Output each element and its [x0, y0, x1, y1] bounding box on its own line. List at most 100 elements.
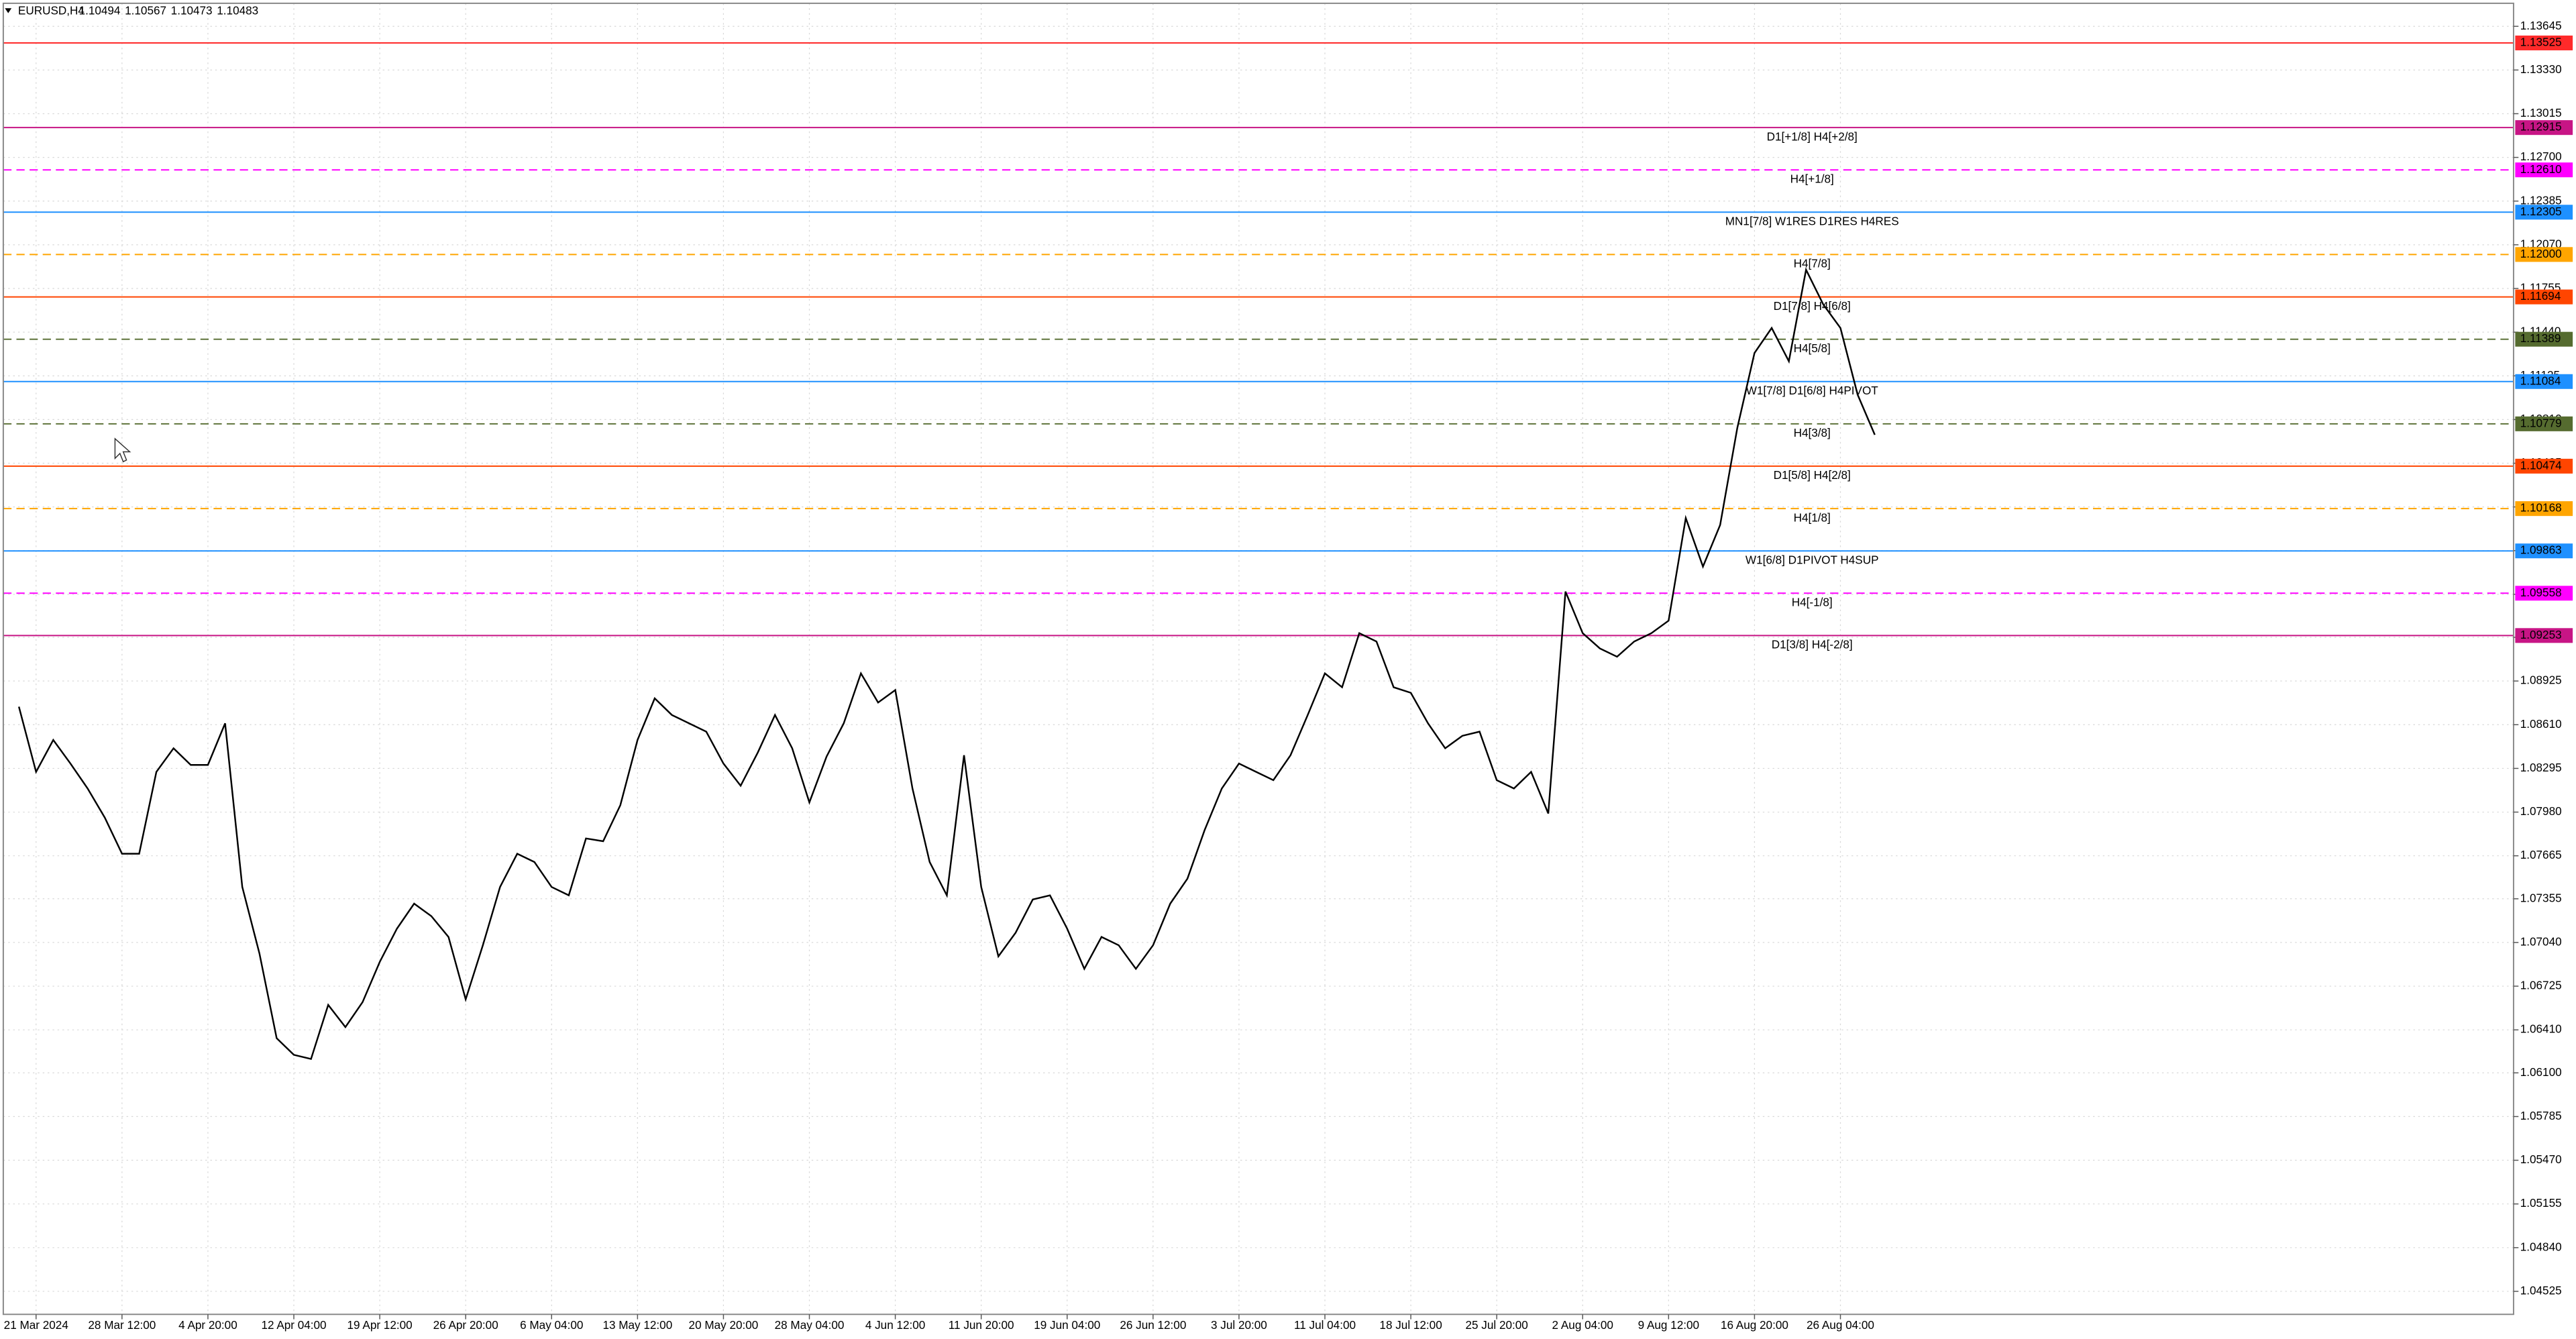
price-box [2515, 416, 2573, 431]
price-box [2515, 374, 2573, 389]
y-tick-label: 1.07980 [2520, 804, 2562, 818]
y-tick-label: 1.08925 [2520, 674, 2562, 687]
x-tick-label: 11 Jun 20:00 [949, 1318, 1014, 1332]
price-box-label: 1.11694 [2520, 289, 2561, 303]
price-box-label: 1.09253 [2520, 628, 2562, 641]
y-tick-label: 1.05470 [2520, 1153, 2562, 1166]
level-label: H4[3/8] [1794, 426, 1831, 439]
price-box-label: 1.13525 [2520, 36, 2562, 49]
x-tick-label: 3 Jul 20:00 [1211, 1318, 1267, 1332]
price-box [2515, 162, 2573, 178]
price-box-label: 1.11084 [2520, 374, 2561, 387]
price-box [2515, 247, 2573, 262]
x-tick-label: 16 Aug 20:00 [1721, 1318, 1788, 1332]
y-tick-label: 1.13330 [2520, 62, 2562, 76]
x-tick-label: 25 Jul 20:00 [1466, 1318, 1528, 1332]
level-label: D1[7/8] H4[6/8] [1774, 299, 1851, 313]
x-tick-label: 2 Aug 04:00 [1552, 1318, 1613, 1332]
level-label: W1[7/8] D1[6/8] H4PIVOT [1746, 384, 1879, 397]
y-tick-label: 1.12385 [2520, 193, 2562, 207]
price-box-label: 1.10168 [2520, 501, 2562, 515]
y-tick-label: 1.08295 [2520, 761, 2562, 774]
price-box-label: 1.12915 [2520, 120, 2562, 133]
x-tick-label: 13 May 12:00 [602, 1318, 672, 1332]
price-box [2515, 501, 2573, 517]
price-box-label: 1.10779 [2520, 416, 2562, 429]
plot-frame [2, 2, 2514, 1316]
x-tick-label: 26 Aug 04:00 [1807, 1318, 1874, 1332]
level-label: H4[5/8] [1794, 341, 1831, 355]
x-tick-label: 21 Mar 2024 [4, 1318, 69, 1332]
y-tick-label: 1.08610 [2520, 717, 2562, 731]
level-label: D1[5/8] H4[2/8] [1774, 468, 1851, 482]
x-tick-label: 4 Apr 20:00 [178, 1318, 237, 1332]
level-label: MN1[7/8] W1RES D1RES H4RES [1725, 215, 1899, 228]
mouse-cursor [114, 437, 131, 463]
ohlc-value: 1.10494 [79, 4, 121, 17]
grid [3, 3, 2514, 1315]
price-box [2515, 120, 2573, 136]
level-label: H4[-1/8] [1792, 596, 1833, 609]
x-tick-label: 26 Apr 20:00 [433, 1318, 498, 1332]
x-tick-label: 11 Jul 04:00 [1294, 1318, 1356, 1332]
y-tick-label: 1.07355 [2520, 891, 2562, 904]
x-tick-label: 28 Mar 12:00 [88, 1318, 156, 1332]
level-label: D1[+1/8] H4[+2/8] [1767, 129, 1858, 143]
y-tick-label: 1.13645 [2520, 19, 2562, 32]
y-tick-label: 1.05155 [2520, 1196, 2562, 1210]
x-tick-label: 26 Jun 12:00 [1120, 1318, 1186, 1332]
x-tick-label: 9 Aug 12:00 [1638, 1318, 1699, 1332]
price-box-label: 1.09863 [2520, 543, 2562, 557]
axes: 1.13645 1.13330 1.13015 1.12700 1.12385 1.120… [4, 19, 2573, 1332]
x-tick-label: 19 Apr 12:00 [347, 1318, 413, 1332]
price-box-label: 1.12610 [2520, 162, 2562, 176]
x-tick-label: 12 Apr 04:00 [261, 1318, 326, 1332]
x-tick-label: 18 Jul 12:00 [1379, 1318, 1442, 1332]
price-box-label: 1.12000 [2520, 247, 2562, 260]
ohlc: 1.10494 1.10567 1.10473 1.10483 [79, 4, 259, 17]
price-box-label: 1.11389 [2520, 331, 2561, 345]
y-tick-label: 1.06725 [2520, 979, 2562, 992]
series [17, 267, 1876, 1061]
price-box [2515, 331, 2573, 347]
y-tick-label: 1.04525 [2520, 1283, 2562, 1297]
y-tick-label: 1.12700 [2520, 150, 2562, 163]
y-tick-label: 1.06410 [2520, 1022, 2562, 1036]
level-label: W1[6/8] D1PIVOT H4SUP [1746, 553, 1879, 566]
level-label: D1[3/8] H4[-2/8] [1772, 638, 1853, 651]
price-box [2515, 543, 2573, 559]
price-line [17, 267, 1876, 1061]
price-box [2515, 36, 2573, 51]
level-label: H4[7/8] [1794, 257, 1831, 270]
ohlc-value: 1.10473 [171, 4, 213, 17]
price-box-label: 1.09558 [2520, 586, 2562, 599]
x-tick-label: 28 May 04:00 [775, 1318, 845, 1332]
symbol-title: EURUSD,H4 [18, 4, 85, 17]
y-tick-label: 1.06100 [2520, 1065, 2562, 1079]
levels: D1[+1/8] H4[+2/8] H4[+1/8] MN1[7/8] W1RES … [3, 42, 2514, 651]
menu-arrow[interactable] [5, 8, 12, 13]
x-tick-label: 4 Jun 12:00 [865, 1318, 926, 1332]
price-box [2515, 458, 2573, 474]
price-box-label: 1.12305 [2520, 205, 2562, 218]
price-box [2515, 205, 2573, 220]
y-tick-label: 1.05785 [2520, 1109, 2562, 1122]
x-tick-label: 6 May 04:00 [520, 1318, 583, 1332]
y-tick-label: 1.07665 [2520, 848, 2562, 861]
level-label: H4[+1/8] [1790, 172, 1834, 185]
price-box [2515, 289, 2573, 305]
y-tick-label: 1.13015 [2520, 106, 2562, 119]
x-tick-label: 20 May 20:00 [689, 1318, 759, 1332]
ohlc-value: 1.10567 [125, 4, 166, 17]
ohlc-value: 1.10483 [217, 4, 258, 17]
price-box-label: 1.10474 [2520, 458, 2562, 472]
price-box [2515, 586, 2573, 601]
y-tick-label: 1.04840 [2520, 1240, 2562, 1253]
x-tick-label: 19 Jun 04:00 [1034, 1318, 1100, 1332]
level-label: H4[1/8] [1794, 511, 1831, 524]
y-tick-label: 1.07040 [2520, 934, 2562, 948]
price-box [2515, 628, 2573, 643]
